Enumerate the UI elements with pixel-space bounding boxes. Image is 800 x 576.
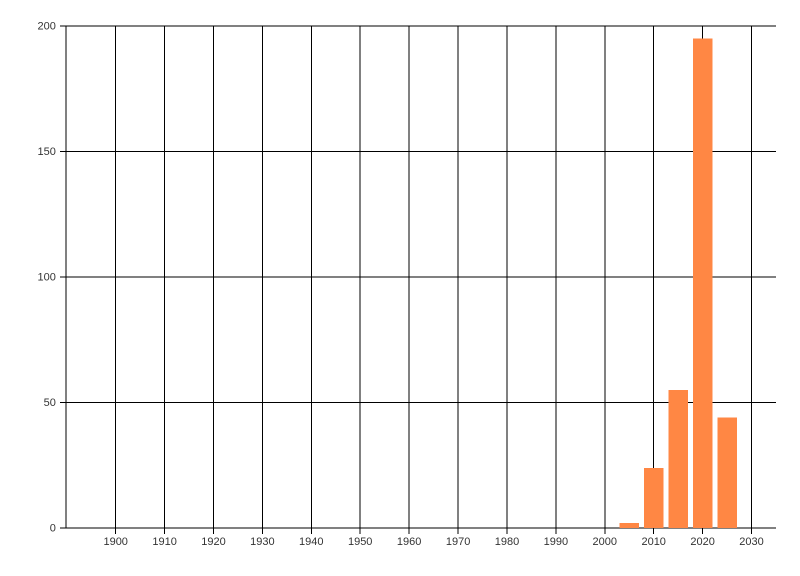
svg-text:1930: 1930 [250,536,274,548]
svg-text:0: 0 [50,523,56,535]
svg-text:50: 50 [44,397,56,409]
svg-text:1920: 1920 [201,536,225,548]
svg-text:2000: 2000 [593,536,617,548]
svg-text:1950: 1950 [348,536,372,548]
svg-text:1970: 1970 [446,536,470,548]
svg-text:1980: 1980 [495,536,519,548]
svg-text:1900: 1900 [103,536,127,548]
svg-text:200: 200 [38,21,56,33]
svg-text:150: 150 [38,146,56,158]
svg-text:2020: 2020 [690,536,714,548]
svg-text:1940: 1940 [299,536,323,548]
svg-text:1960: 1960 [397,536,421,548]
svg-text:2010: 2010 [641,536,665,548]
svg-text:1990: 1990 [544,536,568,548]
svg-text:100: 100 [38,272,56,284]
svg-text:1910: 1910 [152,536,176,548]
svg-text:2030: 2030 [739,536,763,548]
